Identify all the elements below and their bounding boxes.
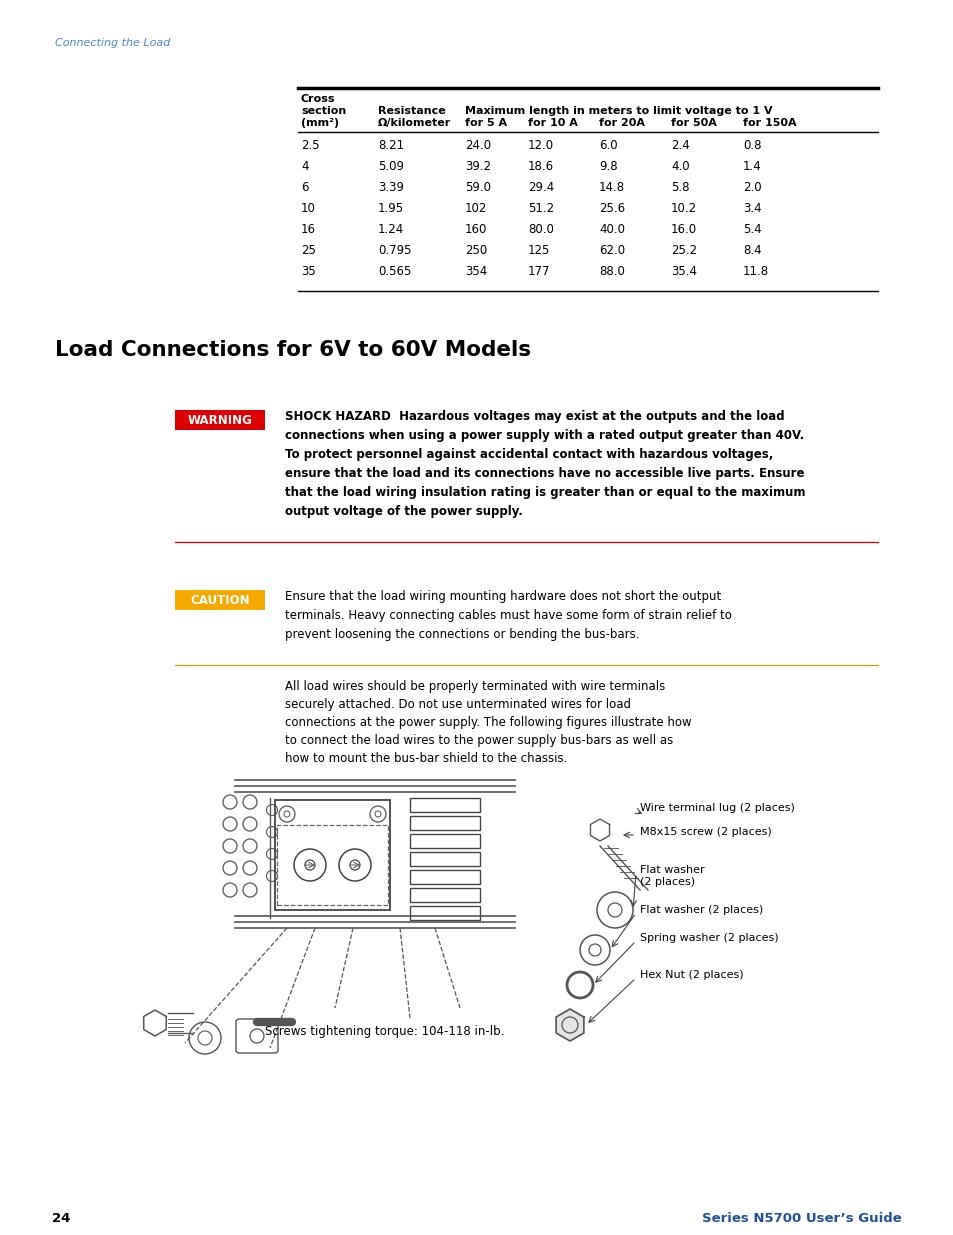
Text: (mm²): (mm²) — [301, 119, 338, 128]
Text: 25: 25 — [301, 245, 315, 257]
Text: 5.09: 5.09 — [377, 161, 403, 173]
Text: 2.0: 2.0 — [742, 182, 760, 194]
Text: 35: 35 — [301, 266, 315, 278]
Text: 2.4: 2.4 — [670, 140, 689, 152]
Text: 1.95: 1.95 — [377, 203, 404, 215]
Text: 11.8: 11.8 — [742, 266, 768, 278]
Text: 102: 102 — [464, 203, 487, 215]
Text: Load Connections for 6V to 60V Models: Load Connections for 6V to 60V Models — [55, 340, 531, 359]
Text: for 150A: for 150A — [742, 119, 796, 128]
Text: 3.39: 3.39 — [377, 182, 403, 194]
Bar — [410, 816, 479, 830]
Text: 59.0: 59.0 — [464, 182, 491, 194]
Text: Resistance: Resistance — [377, 106, 445, 116]
Text: 160: 160 — [464, 224, 487, 236]
Text: 250: 250 — [464, 245, 487, 257]
Text: 6: 6 — [301, 182, 308, 194]
Text: SHOCK HAZARD  Hazardous voltages may exist at the outputs and the load: SHOCK HAZARD Hazardous voltages may exis… — [285, 410, 783, 424]
Text: terminals. Heavy connecting cables must have some form of strain relief to: terminals. Heavy connecting cables must … — [285, 609, 731, 622]
Text: 40.0: 40.0 — [598, 224, 624, 236]
Bar — [410, 852, 479, 866]
Text: to connect the load wires to the power supply bus-bars as well as: to connect the load wires to the power s… — [285, 734, 673, 747]
Text: Hex Nut (2 places): Hex Nut (2 places) — [639, 969, 742, 981]
Text: To protect personnel against accidental contact with hazardous voltages,: To protect personnel against accidental … — [285, 448, 773, 461]
Bar — [410, 798, 479, 811]
Text: 8.4: 8.4 — [742, 245, 760, 257]
Text: 6.0: 6.0 — [598, 140, 617, 152]
Text: M8x15 screw (2 places): M8x15 screw (2 places) — [639, 827, 771, 837]
Text: 4.0: 4.0 — [670, 161, 689, 173]
Text: Flat washer
(2 places): Flat washer (2 places) — [639, 864, 704, 887]
Text: 12.0: 12.0 — [527, 140, 554, 152]
Text: Flat washer (2 places): Flat washer (2 places) — [639, 905, 762, 915]
Text: for 20A: for 20A — [598, 119, 644, 128]
Text: Ω/kilometer: Ω/kilometer — [377, 119, 451, 128]
Bar — [410, 888, 479, 902]
Text: 9.8: 9.8 — [598, 161, 617, 173]
Text: 18.6: 18.6 — [527, 161, 554, 173]
Text: Series N5700 User’s Guide: Series N5700 User’s Guide — [701, 1212, 901, 1225]
Text: 24.0: 24.0 — [464, 140, 491, 152]
Text: securely attached. Do not use unterminated wires for load: securely attached. Do not use unterminat… — [285, 698, 630, 711]
Bar — [174, 410, 265, 430]
Text: Ensure that the load wiring mounting hardware does not short the output: Ensure that the load wiring mounting har… — [285, 590, 720, 603]
Text: Spring washer (2 places): Spring washer (2 places) — [639, 932, 778, 944]
Text: 1.24: 1.24 — [377, 224, 404, 236]
Text: 4: 4 — [301, 161, 308, 173]
Polygon shape — [556, 1009, 583, 1041]
Text: 24: 24 — [52, 1212, 71, 1225]
Text: Wire terminal lug (2 places): Wire terminal lug (2 places) — [639, 803, 794, 813]
Text: 88.0: 88.0 — [598, 266, 624, 278]
Text: for 10 A: for 10 A — [527, 119, 578, 128]
Text: 16.0: 16.0 — [670, 224, 697, 236]
Bar — [276, 825, 388, 905]
Text: ensure that the load and its connections have no accessible live parts. Ensure: ensure that the load and its connections… — [285, 467, 803, 480]
Text: connections when using a power supply with a rated output greater than 40V.: connections when using a power supply wi… — [285, 429, 803, 442]
Text: Maximum length in meters to limit voltage to 1 V: Maximum length in meters to limit voltag… — [464, 106, 772, 116]
Text: output voltage of the power supply.: output voltage of the power supply. — [285, 505, 522, 517]
Text: 0.8: 0.8 — [742, 140, 760, 152]
Text: 354: 354 — [464, 266, 487, 278]
Text: 125: 125 — [527, 245, 550, 257]
Text: CAUTION: CAUTION — [190, 594, 250, 606]
Text: 177: 177 — [527, 266, 550, 278]
Text: how to mount the bus-bar shield to the chassis.: how to mount the bus-bar shield to the c… — [285, 752, 567, 764]
Text: 51.2: 51.2 — [527, 203, 554, 215]
Text: 10.2: 10.2 — [670, 203, 697, 215]
Text: 5.4: 5.4 — [742, 224, 760, 236]
Text: 62.0: 62.0 — [598, 245, 624, 257]
Text: 1.4: 1.4 — [742, 161, 760, 173]
Text: Connecting the Load: Connecting the Load — [55, 38, 171, 48]
Text: 10: 10 — [301, 203, 315, 215]
Text: 2.5: 2.5 — [301, 140, 319, 152]
Text: WARNING: WARNING — [188, 414, 253, 426]
Text: prevent loosening the connections or bending the bus-bars.: prevent loosening the connections or ben… — [285, 629, 639, 641]
Bar — [174, 590, 265, 610]
Text: 3.4: 3.4 — [742, 203, 760, 215]
Text: 5.8: 5.8 — [670, 182, 689, 194]
Text: 16: 16 — [301, 224, 315, 236]
Text: 0.795: 0.795 — [377, 245, 411, 257]
Text: that the load wiring insulation rating is greater than or equal to the maximum: that the load wiring insulation rating i… — [285, 487, 804, 499]
Bar — [410, 834, 479, 848]
Text: for 5 A: for 5 A — [464, 119, 507, 128]
Text: 0.565: 0.565 — [377, 266, 411, 278]
Bar — [410, 906, 479, 920]
Text: 39.2: 39.2 — [464, 161, 491, 173]
Text: 25.6: 25.6 — [598, 203, 624, 215]
Text: 14.8: 14.8 — [598, 182, 624, 194]
Text: 80.0: 80.0 — [527, 224, 554, 236]
Text: Cross: Cross — [301, 94, 335, 104]
Text: 25.2: 25.2 — [670, 245, 697, 257]
Text: section: section — [301, 106, 346, 116]
Text: 29.4: 29.4 — [527, 182, 554, 194]
Bar — [410, 869, 479, 884]
Text: for 50A: for 50A — [670, 119, 716, 128]
Text: All load wires should be properly terminated with wire terminals: All load wires should be properly termin… — [285, 680, 664, 693]
Bar — [274, 800, 390, 910]
Text: Screws tightening torque: 104-118 in-lb.: Screws tightening torque: 104-118 in-lb. — [265, 1025, 504, 1037]
Text: 35.4: 35.4 — [670, 266, 697, 278]
Text: connections at the power supply. The following figures illustrate how: connections at the power supply. The fol… — [285, 716, 691, 729]
Text: 8.21: 8.21 — [377, 140, 404, 152]
